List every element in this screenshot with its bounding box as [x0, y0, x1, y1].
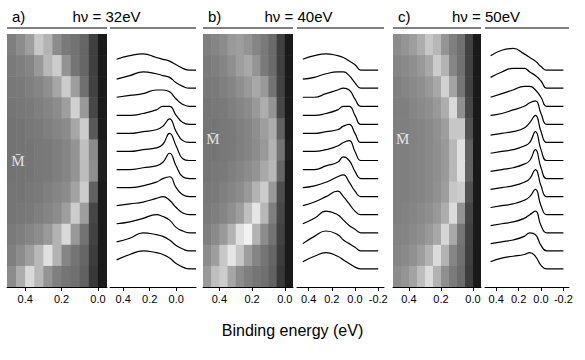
svg-text:Binding energy (eV): Binding energy (eV)	[222, 322, 363, 339]
svg-text:0.2: 0.2	[511, 293, 526, 305]
svg-text:-0.2: -0.2	[554, 293, 573, 305]
svg-text:0.0: 0.0	[347, 293, 362, 305]
svg-text:0.2: 0.2	[433, 293, 448, 305]
svg-text:hν = 40eV: hν = 40eV	[265, 8, 333, 25]
svg-text:0.4: 0.4	[401, 293, 416, 305]
svg-text:0.2: 0.2	[244, 293, 259, 305]
svg-text:M̄: M̄	[206, 131, 219, 147]
svg-text:M̄: M̄	[11, 153, 24, 169]
svg-text:0.4: 0.4	[489, 293, 504, 305]
svg-text:-0.2: -0.2	[369, 293, 388, 305]
svg-text:0.4: 0.4	[301, 293, 316, 305]
svg-text:0.0: 0.0	[533, 293, 548, 305]
svg-text:0.4: 0.4	[18, 293, 33, 305]
svg-text:c): c)	[398, 8, 411, 25]
svg-text:a): a)	[12, 8, 25, 25]
svg-text:M̄: M̄	[396, 131, 409, 147]
svg-text:0.0: 0.0	[465, 293, 480, 305]
svg-text:0.2: 0.2	[324, 293, 339, 305]
svg-text:0.2: 0.2	[54, 293, 69, 305]
svg-text:0.4: 0.4	[212, 293, 227, 305]
svg-text:0.4: 0.4	[116, 293, 131, 305]
svg-text:hν = 50eV: hν = 50eV	[452, 8, 520, 25]
svg-text:0.0: 0.0	[90, 293, 105, 305]
svg-text:hν = 32eV: hν = 32eV	[73, 8, 141, 25]
svg-text:0.0: 0.0	[277, 293, 292, 305]
svg-text:0.0: 0.0	[169, 293, 184, 305]
svg-text:0.2: 0.2	[142, 293, 157, 305]
svg-text:b): b)	[208, 8, 221, 25]
